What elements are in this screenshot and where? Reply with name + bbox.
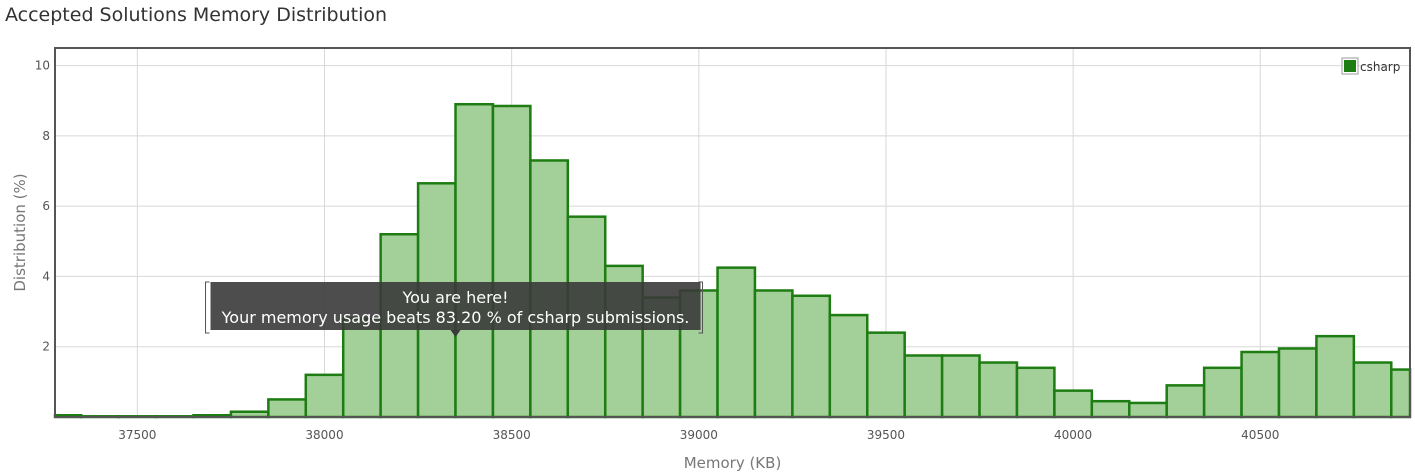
bar[interactable] [454,102,495,419]
tooltip: You are here! Your memory usage beats 83… [205,281,704,337]
legend-swatch-csharp [1344,60,1356,72]
x-tick-label: 39000 [680,428,718,442]
tooltip-line-1: You are here! [401,288,508,307]
x-tick-label: 37500 [118,428,156,442]
bar[interactable] [1128,401,1168,419]
x-tick-labels: 37500 38000 38500 39000 39500 40000 40500 [118,428,1279,442]
legend-label-csharp: csharp [1360,60,1400,74]
bar[interactable] [1277,347,1318,419]
bar[interactable] [1165,384,1206,419]
bars [53,102,1412,419]
bar[interactable] [304,373,345,419]
tooltip-background [210,282,701,330]
x-tick-label: 40500 [1241,428,1279,442]
bar[interactable] [716,266,757,419]
bar[interactable] [940,354,981,419]
y-axis-label: Distribution (%) [11,173,29,291]
bar[interactable] [753,289,794,419]
y-tick-label: 6 [42,199,50,213]
y-tick-label: 8 [42,129,50,143]
bar[interactable] [341,317,382,419]
bar[interactable] [1015,366,1056,419]
bar[interactable] [1315,334,1356,419]
y-tick-label: 10 [35,59,50,73]
x-tick-label: 38000 [305,428,343,442]
y-tick-label: 4 [42,269,50,283]
x-axis-label: Memory (KB) [684,454,782,472]
bar[interactable] [1202,366,1243,419]
bar[interactable] [866,331,906,419]
bar[interactable] [978,361,1019,419]
bar[interactable] [267,398,308,419]
x-tick-label: 39500 [867,428,905,442]
bar[interactable] [1053,389,1094,419]
bar[interactable] [791,294,832,419]
bar[interactable] [1390,368,1412,419]
y-tick-labels: 2 4 6 8 10 [35,59,50,354]
bar[interactable] [1240,350,1281,419]
y-tick-label: 2 [42,340,50,354]
chart-title: Accepted Solutions Memory Distribution [5,4,388,26]
bar[interactable] [828,313,869,419]
tooltip-pointer [450,330,461,337]
bar[interactable] [1352,361,1393,419]
legend[interactable]: csharp [1341,57,1400,75]
bar[interactable] [491,104,532,419]
plot-frame [54,47,1411,418]
tooltip-line-2: Your memory usage beats 83.20 % of cshar… [221,308,690,327]
bar[interactable] [1090,399,1131,419]
x-tick-label: 40000 [1054,428,1092,442]
x-tick-label: 38500 [493,428,531,442]
bar[interactable] [903,354,944,419]
